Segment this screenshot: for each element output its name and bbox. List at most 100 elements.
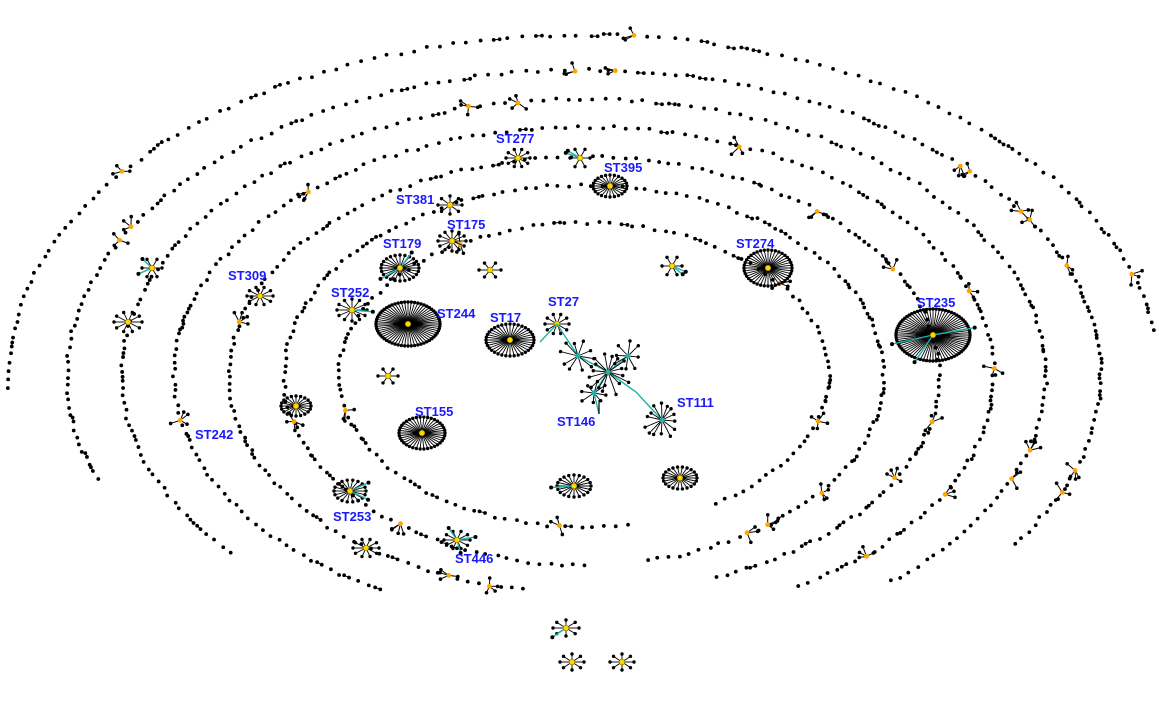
singleton-node: [394, 225, 398, 230]
singleton-node: [76, 308, 81, 313]
singleton-node: [174, 338, 179, 343]
singleton-node: [873, 248, 878, 252]
singleton-node: [136, 302, 140, 307]
hub-edge: [565, 342, 579, 357]
minor-node: [185, 422, 189, 426]
singleton-node: [120, 370, 125, 374]
singleton-node: [79, 449, 84, 454]
singleton-node: [826, 359, 830, 364]
cc-node: [442, 426, 446, 430]
minor-founder: [942, 491, 948, 497]
singleton-node: [879, 161, 884, 166]
singleton-node: [1056, 497, 1060, 502]
cc-node: [562, 493, 566, 497]
variant-edge: [349, 482, 369, 492]
singleton-node: [947, 206, 952, 210]
cc-node: [374, 551, 379, 555]
singleton-node: [858, 151, 863, 156]
singleton-node: [853, 559, 857, 564]
singleton-node: [807, 202, 812, 207]
singleton-node: [1149, 320, 1154, 325]
singleton-node: [857, 447, 862, 451]
singleton-node: [748, 565, 752, 570]
singleton-node: [664, 229, 668, 234]
singleton-node: [672, 230, 676, 235]
singleton-node: [955, 271, 960, 275]
singleton-node: [1065, 483, 1069, 488]
cc-node: [396, 374, 400, 378]
cc-node: [780, 251, 784, 256]
singleton-node: [147, 278, 152, 282]
singleton-node: [76, 442, 81, 447]
singleton-node: [591, 154, 595, 159]
singleton-node: [989, 402, 994, 407]
singleton-node: [1067, 476, 1072, 481]
cc-node: [390, 303, 394, 307]
singleton-node: [342, 573, 347, 578]
singleton-node: [1099, 356, 1104, 361]
singleton-node: [1041, 349, 1046, 354]
singleton-node: [537, 562, 542, 567]
hub-node: [614, 392, 618, 397]
variant-node: [409, 250, 414, 255]
variant-node: [549, 485, 554, 490]
hub-edge: [590, 371, 609, 388]
singleton-node: [378, 290, 383, 295]
minor-node: [455, 250, 459, 254]
minor-node: [296, 192, 300, 197]
cc-node: [465, 543, 470, 547]
label-st381: ST381: [396, 192, 434, 207]
cc-node: [577, 494, 581, 499]
cc-founder: [124, 318, 132, 326]
singleton-node: [77, 211, 82, 216]
label-st27: ST27: [548, 294, 579, 309]
singleton-node: [351, 134, 355, 139]
hub-node: [628, 339, 632, 343]
cc-node: [340, 498, 344, 503]
singleton-node: [254, 522, 258, 527]
cc-node: [558, 477, 562, 482]
singleton-node: [257, 463, 262, 468]
cc-node: [758, 249, 763, 253]
cc-st244: [374, 300, 442, 348]
singleton-node: [82, 294, 87, 299]
singleton-node: [1018, 283, 1023, 288]
hub-node: [624, 367, 628, 371]
cc-node: [588, 156, 592, 160]
cc-node: [493, 261, 498, 265]
cc-edge: [932, 309, 940, 336]
cc-edge: [509, 329, 529, 341]
singleton-node: [745, 46, 750, 51]
cc-node: [245, 294, 249, 298]
singleton-node: [1012, 204, 1016, 208]
singleton-node: [463, 548, 467, 553]
singleton-node: [898, 215, 903, 220]
singleton-node: [853, 232, 858, 237]
singleton-node: [802, 439, 807, 444]
singleton-node: [850, 110, 855, 115]
singleton-node: [296, 433, 301, 438]
cc-node: [632, 660, 636, 664]
singleton-node: [250, 452, 254, 456]
singleton-node: [119, 363, 124, 368]
cc-edge: [407, 323, 419, 346]
singleton-node: [399, 88, 404, 93]
cc-founder: [568, 658, 576, 666]
cc-edge: [906, 316, 934, 336]
singleton-node: [647, 126, 652, 131]
singleton-node: [239, 99, 244, 104]
cc-node: [393, 253, 397, 258]
singleton-node: [216, 484, 221, 489]
singleton-node: [496, 553, 501, 558]
singleton-node: [962, 529, 967, 534]
singleton-node: [562, 68, 567, 73]
singleton-node: [83, 204, 88, 208]
singleton-node: [1045, 237, 1050, 242]
cc-edge: [509, 339, 533, 346]
cc-node: [695, 476, 699, 480]
singleton-node: [764, 560, 769, 565]
singleton-node: [585, 222, 590, 226]
singleton-node: [738, 535, 743, 539]
singleton-node: [914, 226, 919, 231]
cc-node: [155, 274, 159, 279]
